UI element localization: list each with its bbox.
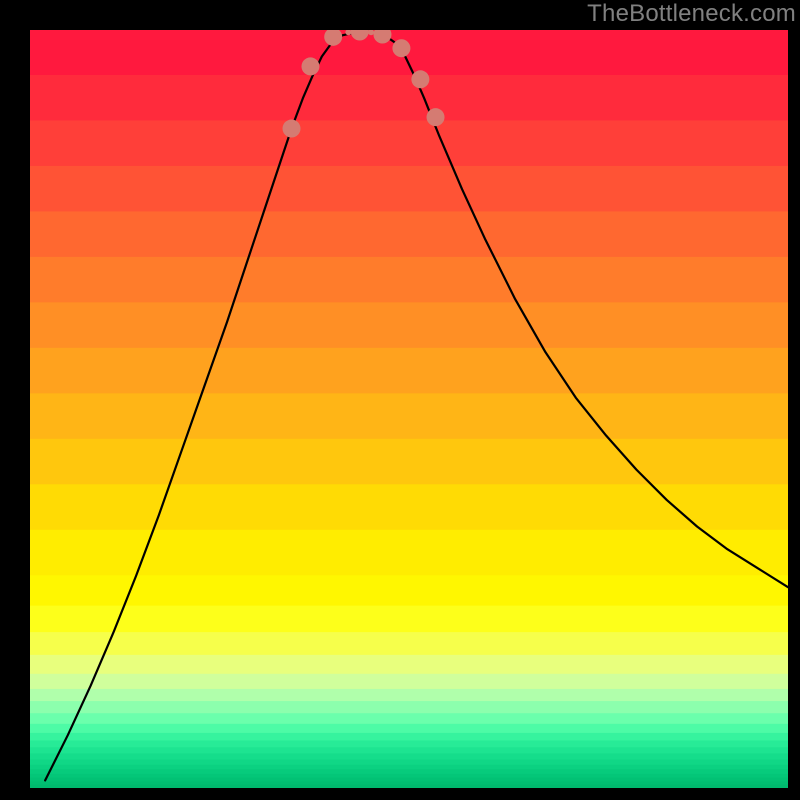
gradient-background xyxy=(30,30,788,788)
watermark-text: TheBottleneck.com xyxy=(587,0,800,28)
chart-svg xyxy=(30,30,788,788)
chart-frame: TheBottleneck.com xyxy=(0,0,800,800)
plot-area xyxy=(30,30,788,788)
